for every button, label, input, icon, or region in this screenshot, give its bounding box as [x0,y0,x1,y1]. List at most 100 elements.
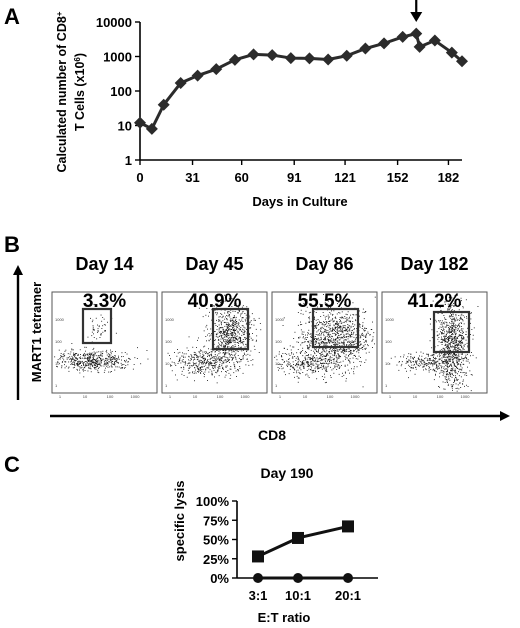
cell-dot [325,348,327,350]
cell-dot [234,355,236,357]
cell-dot [344,316,346,317]
cell-dot [110,358,112,360]
cell-dot [454,337,455,339]
cell-dot [423,359,425,361]
cell-dot [216,358,218,360]
cell-dot [223,334,225,336]
cell-dot [243,334,244,336]
cell-dot [414,373,416,375]
cell-dot [450,374,452,375]
cell-dot [85,354,86,356]
cell-dot [302,361,304,363]
cell-dot [461,341,463,343]
cell-dot [325,329,327,331]
cell-dot [353,373,355,375]
cell-dot [349,341,351,343]
cell-dot [453,361,454,363]
cell-dot [439,386,440,388]
cell-dot [94,360,96,362]
cell-dot [409,359,411,361]
cell-dot [184,362,186,364]
cell-dot [84,355,86,357]
cell-dot [302,334,304,335]
cell-dot [238,325,240,327]
cell-dot [333,344,335,346]
cell-dot [448,336,449,337]
cell-dot [79,372,81,374]
cell-dot [92,319,94,321]
cell-dot [335,324,337,325]
cell-dot [320,353,321,355]
cell-dot [98,366,100,368]
cell-dot [92,349,94,350]
cell-dot [77,362,78,364]
cell-dot [345,380,347,382]
cell-dot [226,342,228,343]
cell-dot [237,342,239,344]
cell-dot [321,365,322,367]
cell-dot [80,362,81,364]
cell-dot [339,326,340,328]
cell-dot [334,350,336,352]
cell-dot [443,339,445,341]
cell-dot [235,320,236,321]
cell-dot [317,319,319,320]
cell-dot [337,344,338,346]
cell-dot [324,324,326,325]
panel-a: A Calculated number of CD8+ T Cells (x10… [4,0,468,209]
cell-dot [230,329,232,330]
cell-dot [315,370,317,372]
cell-dot [284,353,286,354]
cell-dot [224,376,226,378]
cell-dot [442,347,444,349]
cell-dot [344,327,346,328]
cell-dot [227,352,229,354]
cell-dot [339,327,340,329]
cell-dot [333,325,335,327]
cell-dot [452,374,453,376]
cell-dot [193,356,195,358]
cell-dot [100,352,102,354]
cell-dot [106,352,108,354]
cell-dot [432,359,434,361]
cell-dot [303,331,305,333]
cell-dot [280,365,282,367]
cell-dot [323,362,325,364]
cell-dot [173,362,175,363]
cell-dot [342,337,344,339]
cell-dot [460,353,462,355]
cell-dot [449,356,451,358]
cell-dot [95,352,96,354]
cell-dot [335,344,336,346]
cell-dot [92,328,94,330]
cell-dot [346,333,348,335]
cell-dot [88,356,90,358]
cell-dot [359,341,361,343]
cell-dot [455,338,456,340]
cell-dot [188,368,190,369]
cell-dot [228,329,229,331]
cell-dot [247,360,249,362]
cell-dot [315,366,317,368]
cell-dot [457,357,459,359]
cell-dot [195,365,197,366]
cell-dot [309,362,311,364]
cell-dot [457,373,458,375]
cell-dot [105,357,107,359]
cell-dot [215,362,217,363]
cell-dot [236,327,238,329]
cell-dot [241,325,243,327]
cell-dot [218,359,220,360]
cell-dot [294,369,296,371]
cell-dot [316,339,318,341]
cell-dot [232,354,234,356]
cell-dot [219,352,221,354]
cell-dot [91,364,93,366]
panel-c-x-label: E:T ratio [258,610,311,625]
cell-dot [458,324,460,325]
cell-dot [233,330,235,332]
cell-dot [222,360,224,362]
cell-dot [320,357,322,359]
y-tick-label: 1000 [385,317,395,322]
